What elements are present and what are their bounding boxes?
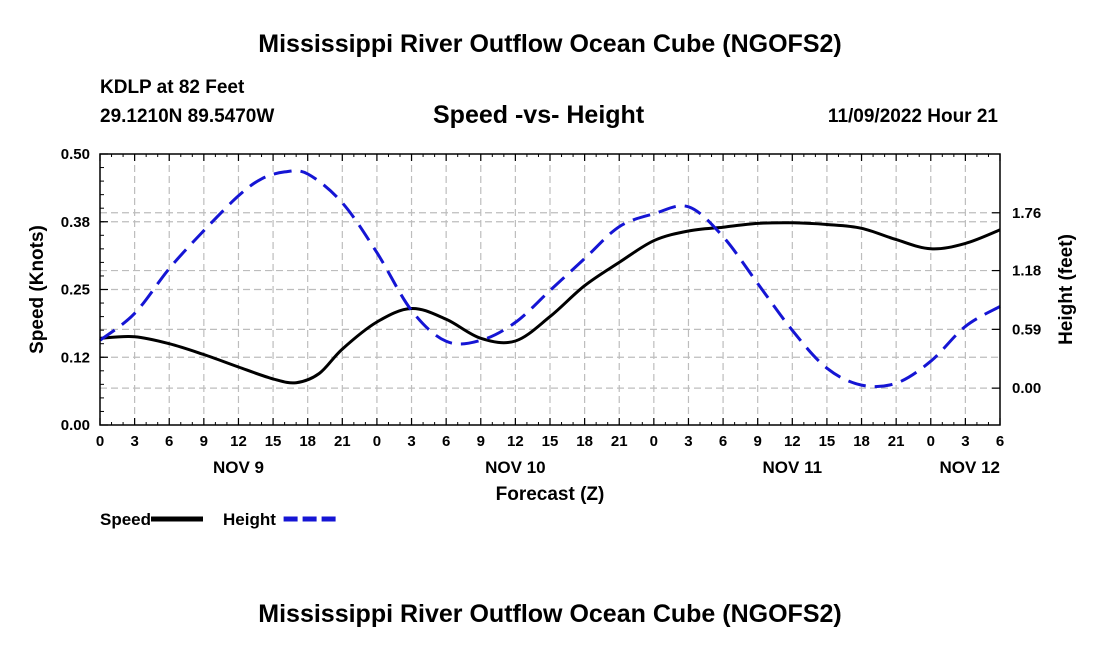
x-tick-label: 3: [130, 433, 138, 450]
x-tick-label: 21: [888, 433, 905, 450]
legend-label-height: Height: [223, 510, 276, 529]
y-axis-title-right: Height (feet): [1056, 234, 1077, 345]
series-layer: [99, 169, 1001, 389]
x-tick-label: 18: [299, 433, 316, 450]
x-tick-label: 0: [927, 433, 935, 450]
station-label: KDLP at 82 Feet: [100, 77, 245, 98]
legend-label-speed: Speed: [100, 510, 151, 529]
x-tick-label: 21: [611, 433, 628, 450]
x-tick-label: 0: [373, 433, 381, 450]
x-tick-label: 3: [961, 433, 969, 450]
x-tick-label: 21: [334, 433, 351, 450]
x-tick-label: 15: [542, 433, 559, 450]
x-tick-label: 12: [507, 433, 524, 450]
x-tick-label: 18: [853, 433, 870, 450]
x-tick-label: 3: [684, 433, 692, 450]
issued-time: 11/09/2022 Hour 21: [827, 106, 998, 127]
x-tick-label: 6: [442, 433, 450, 450]
day-label: NOV 10: [485, 458, 545, 477]
speed-tick-label: 0.25: [61, 282, 90, 299]
x-tick-label: 0: [650, 433, 658, 450]
speed-series-line: [99, 221, 1001, 385]
height-tick-label: 1.18: [1012, 263, 1041, 280]
x-tick-label: 12: [230, 433, 247, 450]
day-label: NOV 12: [940, 458, 1000, 477]
y-axis-title-left: Speed (Knots): [27, 225, 48, 354]
speed-tick-label: 0.38: [61, 214, 90, 231]
footer-title: Mississippi River Outflow Ocean Cube (NG…: [258, 600, 842, 628]
speed-tick-label: 0.12: [61, 349, 90, 366]
location-coordinates: 29.1210N 89.5470W: [100, 106, 275, 127]
speed-tick-label: 0.00: [61, 417, 90, 434]
axis-layer: 0 3 6 9 12 15 18 21 0 3 6 9 12 15 18 21 0 3 6 9 12 15 18 21 0 3 6 0…: [27, 146, 1077, 505]
x-tick-label: 0: [96, 433, 104, 450]
chart-title: Speed -vs- Height: [433, 101, 645, 129]
x-tick-label: 6: [719, 433, 727, 450]
legend: Speed Height: [100, 510, 336, 529]
x-axis-title: Forecast (Z): [496, 484, 605, 505]
x-tick-label: 3: [407, 433, 415, 450]
day-label: NOV 9: [213, 458, 264, 477]
x-tick-label: 15: [819, 433, 836, 450]
height-tick-label: 0.00: [1012, 380, 1041, 397]
x-tick-label: 6: [165, 433, 173, 450]
x-tick-label: 6: [996, 433, 1004, 450]
x-tick-label: 9: [754, 433, 762, 450]
x-tick-label: 9: [200, 433, 208, 450]
page-title: Mississippi River Outflow Ocean Cube (NG…: [258, 30, 842, 58]
speed-tick-label: 0.50: [61, 146, 90, 163]
x-tick-label: 15: [265, 433, 282, 450]
x-tick-label: 12: [784, 433, 801, 450]
x-tick-label: 18: [576, 433, 593, 450]
day-label: NOV 11: [763, 458, 823, 477]
grid-layer: [100, 154, 1000, 425]
x-tick-label: 9: [477, 433, 485, 450]
height-tick-label: 1.76: [1012, 205, 1041, 222]
height-tick-label: 0.59: [1012, 321, 1041, 338]
height-series-line: [99, 169, 1001, 389]
